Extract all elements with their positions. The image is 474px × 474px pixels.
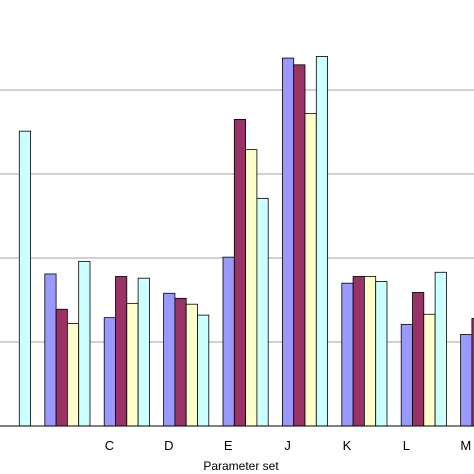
bar-C-1 xyxy=(55,308,68,427)
bar-M-2 xyxy=(423,313,436,427)
bar-D-2 xyxy=(126,302,139,427)
bar-B-3 xyxy=(18,130,31,427)
bar-J-1 xyxy=(233,119,247,427)
x-tick-label: C xyxy=(105,438,114,453)
x-tick-label: M xyxy=(460,438,471,453)
bar-J-2 xyxy=(245,149,258,427)
bar-D-3 xyxy=(137,277,150,427)
bar-M-0 xyxy=(400,323,413,427)
bar-E-2 xyxy=(185,303,198,427)
bar-C-0 xyxy=(44,273,57,427)
bar-K-0 xyxy=(281,57,295,427)
bar-J-0 xyxy=(222,256,235,427)
bar-E-0 xyxy=(163,292,176,427)
x-tick-label: K xyxy=(343,438,352,453)
bar-E-1 xyxy=(174,297,187,427)
bar-L-2 xyxy=(363,276,377,427)
bar-D-1 xyxy=(115,276,128,427)
bar-N-1 xyxy=(471,318,474,427)
bar-C-3 xyxy=(78,260,91,427)
bar-M-1 xyxy=(412,292,425,427)
bar-L-0 xyxy=(341,282,354,427)
x-axis-title: Parameter set xyxy=(203,459,279,473)
x-tick-label: J xyxy=(284,438,291,453)
x-tick-label: L xyxy=(403,438,410,453)
bar-K-1 xyxy=(293,64,306,427)
x-tick-label: D xyxy=(164,438,173,453)
bar-N-0 xyxy=(460,334,473,427)
x-tick-labels: CDEJKLMN xyxy=(105,438,472,453)
bar-L-3 xyxy=(375,281,388,427)
bar-M-3 xyxy=(434,271,447,427)
x-tick-label: E xyxy=(224,438,233,453)
bar-J-3 xyxy=(256,197,269,427)
bar-D-0 xyxy=(103,317,116,427)
bar-series xyxy=(18,56,474,427)
bar-K-2 xyxy=(304,113,317,427)
bar-C-2 xyxy=(67,323,80,427)
bar-E-3 xyxy=(197,314,210,427)
bar-K-3 xyxy=(315,56,328,427)
bar-L-1 xyxy=(352,276,365,427)
